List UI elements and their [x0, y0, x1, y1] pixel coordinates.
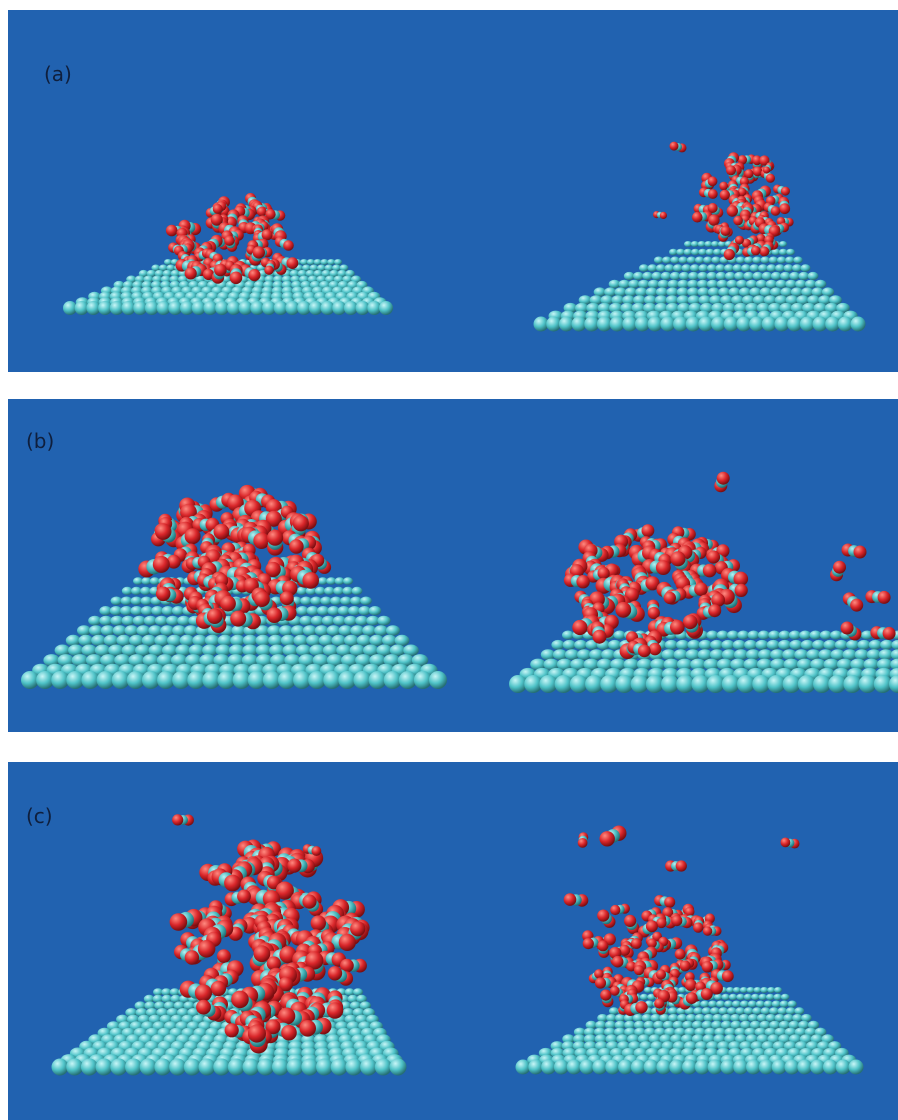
panel-b: (b) [8, 399, 898, 732]
co2-cluster [563, 524, 749, 660]
panel-label-c: (c) [26, 804, 53, 828]
panel-c: (c) [8, 762, 898, 1120]
free-molecules [714, 471, 896, 641]
panel-label-a: (a) [44, 62, 72, 86]
co2-cluster [582, 895, 734, 1016]
free-molecules [172, 814, 800, 907]
panel-label-b: (b) [26, 429, 55, 453]
co2-cluster [165, 193, 299, 285]
simulation-render-c [8, 762, 898, 1120]
free-molecules [653, 141, 774, 219]
substrate-layer [509, 630, 898, 693]
panel-a: (a) [8, 10, 898, 372]
co2-cluster [692, 152, 794, 261]
co2-cluster [169, 839, 370, 1054]
simulation-render-b [8, 399, 898, 732]
substrate-layer [533, 241, 866, 332]
substrate-layer [63, 259, 393, 315]
co2-cluster [138, 484, 332, 633]
substrate-layer [515, 987, 864, 1075]
simulation-render-a [8, 10, 898, 372]
